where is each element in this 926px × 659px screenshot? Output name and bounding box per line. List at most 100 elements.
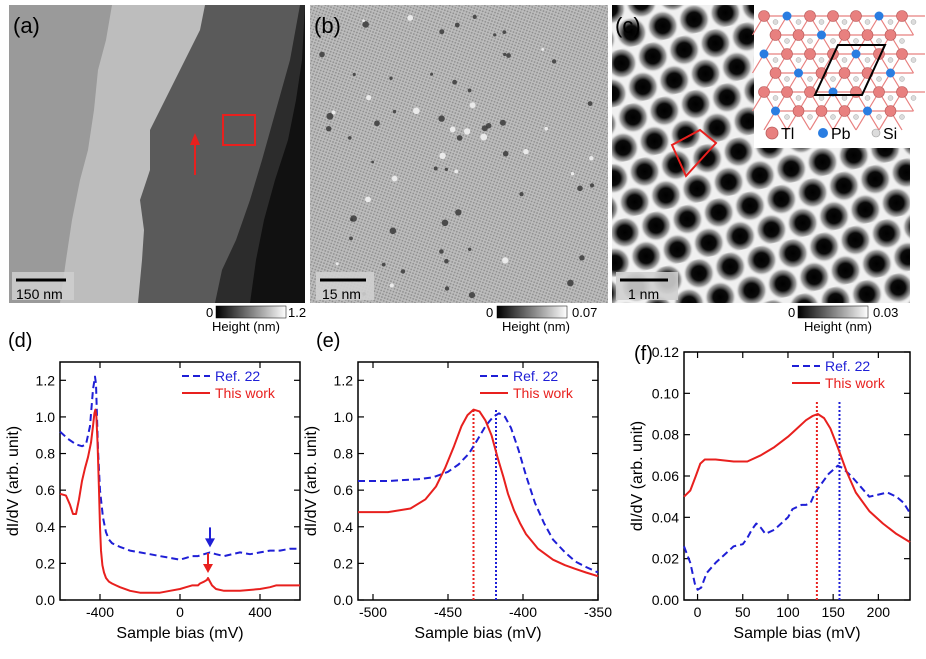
y-tick-label: 1.2	[334, 372, 354, 388]
dark-defect	[502, 150, 509, 157]
legend-label-si: Si	[883, 126, 897, 143]
bright-adatom	[544, 126, 548, 131]
si-atom	[807, 38, 813, 44]
si-atom	[795, 19, 802, 25]
si-atom	[841, 19, 848, 25]
dark-defect	[486, 123, 492, 129]
si-atom	[795, 95, 802, 101]
dark-defect	[452, 79, 457, 85]
x-tick-label: -500	[359, 604, 387, 620]
plot-e: (e) -500 -450 -400 -350 0.0 0.2 0.4 0.6 0.8 1.0 1.2…	[303, 330, 612, 642]
si-atom	[818, 95, 825, 101]
tl-atom	[781, 48, 793, 60]
bright-adatom	[570, 172, 575, 176]
y-tick-label: 0.4	[334, 519, 354, 535]
si-atom	[772, 57, 779, 63]
x-tick-label: 150	[821, 604, 845, 620]
bright-adatom	[362, 19, 365, 23]
x-tick-label: 200	[867, 604, 891, 620]
tl-atom	[769, 67, 782, 79]
legend-marker-tl	[765, 126, 779, 140]
tl-atom	[827, 10, 839, 22]
dark-defect	[430, 72, 434, 76]
dark-defect	[454, 22, 460, 28]
x-tick-label: -450	[434, 604, 462, 620]
y-tick-label: 1.2	[36, 372, 56, 388]
x-tick-label: -400	[509, 604, 537, 620]
scale-bar-background	[12, 272, 74, 300]
y-tick-label: 0.04	[652, 509, 679, 525]
si-atom	[887, 19, 894, 25]
y-tick-label: 0.8	[334, 446, 354, 462]
scale-bar-label: 150 nm	[16, 286, 63, 302]
scale-bar-label: 1 nm	[628, 286, 659, 302]
bright-adatom	[335, 262, 339, 266]
y-tick-label: 1.0	[36, 409, 56, 425]
colorbar-min: 0	[486, 305, 493, 320]
dark-defect	[503, 52, 507, 57]
dark-defect	[381, 262, 386, 267]
y-tick-label: 0.6	[334, 482, 354, 498]
colorbar	[797, 305, 869, 319]
colorbar-max: 1.2	[288, 305, 306, 320]
x-tick-label: 400	[248, 604, 272, 620]
dark-defect	[319, 51, 325, 58]
y-tick-label: 0.02	[652, 551, 679, 567]
legend-label-pb: Pb	[831, 126, 851, 143]
x-axis-label: Sample bias (mV)	[733, 625, 860, 642]
dark-defect	[350, 215, 357, 222]
panel-a-image	[9, 5, 305, 303]
y-tick-label: 0.10	[652, 385, 679, 401]
y-tick-label: 0.2	[334, 555, 354, 571]
panel-label: (a)	[13, 13, 40, 38]
pb-atom	[874, 11, 884, 21]
bright-adatom	[589, 156, 594, 161]
dark-defect	[349, 236, 353, 241]
si-atom	[841, 57, 848, 63]
colorbar-title: Height (nm)	[502, 319, 570, 334]
colorbar-min: 0	[788, 305, 795, 320]
defect-points	[319, 14, 595, 299]
bright-adatom	[541, 48, 545, 51]
bright-adatom	[439, 152, 446, 159]
tl-atom	[792, 29, 805, 41]
bright-adatom	[502, 257, 509, 264]
arrow-icon	[203, 564, 213, 574]
si-atom	[887, 95, 894, 101]
x-tick-label: -400	[86, 604, 114, 620]
tl-atom	[896, 86, 908, 98]
tl-atom	[804, 48, 816, 60]
tl-atom	[896, 10, 908, 22]
tl-atom	[758, 10, 770, 22]
dark-defect	[502, 30, 507, 34]
si-atom	[784, 114, 790, 120]
dark-defect	[567, 279, 574, 287]
dark-defect	[438, 115, 445, 122]
tl-atom	[850, 10, 862, 22]
dark-defect	[444, 167, 448, 171]
dark-defect	[389, 227, 397, 235]
dark-defect	[577, 185, 583, 192]
colorbar	[215, 305, 287, 319]
series-line	[683, 413, 911, 543]
pb-atom	[863, 106, 872, 116]
panel-label: (f)	[634, 343, 653, 365]
colorbar-max: 0.03	[873, 305, 898, 320]
si-atom	[910, 95, 917, 101]
dark-defect	[348, 136, 352, 140]
dark-defect	[439, 29, 445, 35]
scale-bar-background	[616, 272, 678, 300]
y-tick-label: 0.6	[36, 482, 56, 498]
pb-atom	[886, 68, 895, 78]
series-line	[59, 375, 300, 561]
si-atom	[818, 19, 825, 25]
dark-defect	[392, 109, 397, 114]
si-atom	[864, 19, 871, 25]
dark-defect	[433, 166, 438, 171]
series-line	[358, 412, 599, 574]
panel-label: (b)	[314, 13, 341, 38]
y-tick-label: 0.0	[36, 592, 56, 608]
dark-defect	[371, 160, 374, 164]
bright-adatom	[365, 196, 371, 203]
panel-b-image	[310, 5, 608, 303]
